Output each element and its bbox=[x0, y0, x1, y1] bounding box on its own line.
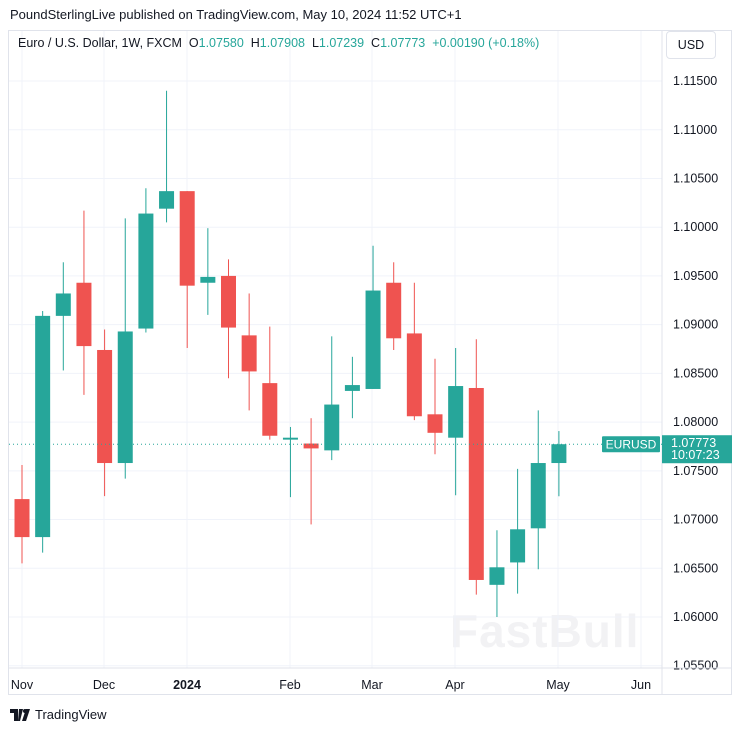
candle bbox=[282, 426, 298, 498]
chart-frame bbox=[8, 30, 732, 695]
candle-body bbox=[530, 463, 546, 529]
candle-body bbox=[406, 333, 422, 417]
x-tick-label: Feb bbox=[279, 678, 301, 692]
candle bbox=[489, 530, 505, 617]
candle bbox=[117, 218, 133, 479]
candle-body bbox=[14, 499, 30, 538]
candle-body bbox=[179, 191, 195, 286]
candle-body bbox=[344, 385, 360, 391]
publisher-line: PoundSterlingLive published on TradingVi… bbox=[10, 7, 462, 22]
x-tick-label: Apr bbox=[445, 678, 464, 692]
y-tick-label: 1.08000 bbox=[673, 415, 718, 429]
candle bbox=[303, 418, 319, 525]
candle bbox=[55, 262, 71, 371]
x-tick-label: Mar bbox=[361, 678, 383, 692]
y-tick-label: 1.08500 bbox=[673, 366, 718, 380]
candle-body bbox=[55, 293, 71, 316]
change-value: +0.00190 (+0.18%) bbox=[432, 36, 540, 50]
candle bbox=[406, 282, 422, 421]
open-label: O bbox=[188, 36, 199, 50]
candle bbox=[262, 326, 278, 440]
candle-body bbox=[551, 444, 567, 464]
currency-button[interactable]: USD bbox=[666, 31, 716, 59]
candle bbox=[427, 358, 443, 455]
x-tick-label: Nov bbox=[11, 678, 34, 692]
price-tag-countdown: 10:07:23 bbox=[671, 448, 720, 462]
candle bbox=[97, 329, 113, 497]
y-tick-label: 1.07500 bbox=[673, 464, 718, 478]
open-value: 1.07580 bbox=[198, 36, 244, 50]
chart-legend: Euro / U.S. Dollar, 1W, FXCM O1.07580 H1… bbox=[18, 36, 539, 50]
y-tick-label: 1.07000 bbox=[673, 513, 718, 527]
candle-body bbox=[510, 529, 526, 563]
candle-body bbox=[76, 282, 92, 347]
candle bbox=[530, 410, 546, 570]
close-value: 1.07773 bbox=[380, 36, 426, 50]
candle bbox=[159, 90, 175, 223]
x-tick-label: May bbox=[546, 678, 570, 692]
candle-body bbox=[468, 387, 484, 580]
y-tick-label: 1.10500 bbox=[673, 171, 718, 185]
candle-body bbox=[221, 275, 236, 328]
y-tick-label: 1.09000 bbox=[673, 318, 718, 332]
candle bbox=[448, 348, 464, 496]
candle bbox=[344, 356, 360, 419]
candle-body bbox=[365, 290, 381, 389]
candle bbox=[365, 245, 381, 389]
price-tag-value: 1.07773 bbox=[671, 436, 716, 450]
low-value: 1.07239 bbox=[318, 36, 365, 50]
low-label: L bbox=[311, 36, 319, 50]
candle bbox=[179, 191, 195, 349]
candle-body bbox=[303, 443, 319, 449]
candle-body bbox=[200, 276, 216, 283]
high-label: H bbox=[250, 36, 260, 50]
candle bbox=[14, 464, 30, 564]
candle-body bbox=[159, 191, 175, 209]
candle bbox=[551, 431, 567, 497]
candle-body bbox=[282, 437, 298, 440]
symbol-tag-label: EURUSD bbox=[606, 438, 657, 452]
candle bbox=[221, 259, 236, 379]
candle bbox=[324, 336, 340, 461]
y-tick-label: 1.06000 bbox=[673, 610, 718, 624]
candle-body bbox=[117, 331, 133, 464]
y-tick-label: 1.09500 bbox=[673, 269, 718, 283]
close-label: C bbox=[371, 36, 381, 50]
candle-body bbox=[138, 213, 154, 329]
candle-body bbox=[386, 282, 402, 339]
high-value: 1.07908 bbox=[259, 36, 305, 50]
tradingview-logo[interactable]: TradingView bbox=[10, 707, 107, 722]
candle-body bbox=[427, 414, 443, 433]
candle-body bbox=[241, 335, 257, 372]
candle bbox=[76, 210, 92, 395]
candle bbox=[241, 293, 257, 411]
x-tick-label: Jun bbox=[631, 678, 651, 692]
x-tick-label: Dec bbox=[93, 678, 115, 692]
tradingview-brand: TradingView bbox=[35, 707, 107, 722]
y-tick-label: 1.11000 bbox=[673, 123, 717, 137]
candle bbox=[35, 311, 51, 553]
y-tick-label: 1.06500 bbox=[673, 561, 718, 575]
candle bbox=[386, 262, 402, 350]
candle-body bbox=[324, 404, 340, 451]
price-tag bbox=[662, 435, 732, 464]
symbol-title: Euro / U.S. Dollar, 1W, FXCM bbox=[18, 36, 182, 50]
candle-body bbox=[97, 349, 113, 464]
candle-body bbox=[262, 383, 278, 436]
symbol-tag bbox=[602, 436, 660, 453]
y-tick-label: 1.10000 bbox=[673, 220, 718, 234]
candle bbox=[468, 339, 484, 595]
candle bbox=[200, 228, 216, 315]
y-tick-label: 1.05500 bbox=[673, 659, 718, 673]
watermark: FastBull bbox=[450, 605, 640, 657]
candle-body bbox=[35, 315, 51, 538]
candle bbox=[510, 468, 526, 594]
candle-body bbox=[489, 567, 505, 585]
candle bbox=[138, 188, 154, 333]
x-tick-label: 2024 bbox=[173, 678, 201, 692]
tradingview-logo-icon bbox=[10, 708, 30, 721]
y-tick-label: 1.11500 bbox=[673, 74, 717, 88]
candle-body bbox=[448, 386, 464, 438]
